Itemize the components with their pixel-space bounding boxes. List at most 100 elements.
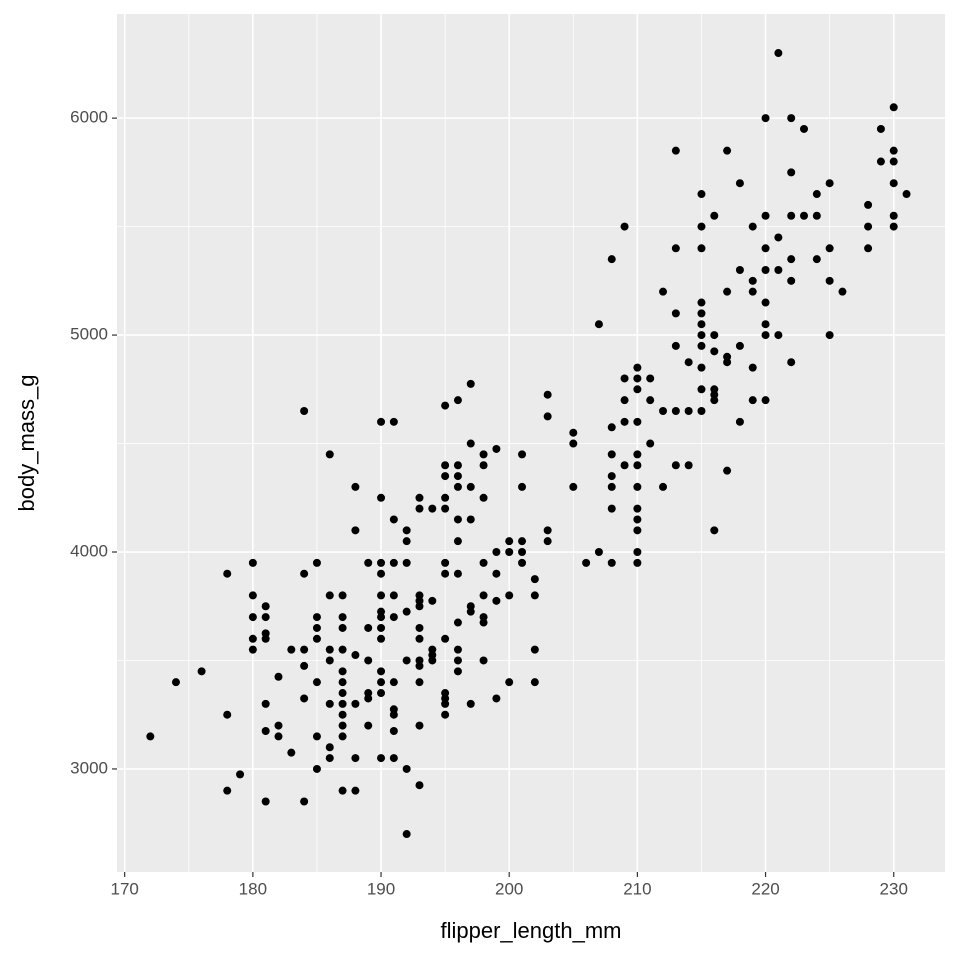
x-tick-label: 180 xyxy=(239,879,267,898)
point xyxy=(479,450,488,459)
point xyxy=(671,407,680,416)
point xyxy=(415,602,424,611)
point xyxy=(300,694,309,703)
point xyxy=(697,244,706,253)
point xyxy=(389,613,398,622)
point xyxy=(787,255,796,264)
point xyxy=(377,591,386,600)
point xyxy=(428,504,437,513)
point xyxy=(659,287,668,296)
point xyxy=(697,320,706,329)
point xyxy=(492,444,501,453)
point xyxy=(197,667,206,676)
point xyxy=(274,672,283,681)
point xyxy=(377,678,386,687)
point xyxy=(441,634,450,643)
point xyxy=(351,526,360,535)
point xyxy=(402,537,411,546)
point xyxy=(735,179,744,188)
point xyxy=(787,114,796,123)
point xyxy=(569,428,578,437)
point xyxy=(761,396,770,405)
point xyxy=(607,504,616,513)
point xyxy=(338,623,347,632)
point xyxy=(312,613,321,622)
point xyxy=(787,211,796,220)
point xyxy=(492,569,501,578)
point xyxy=(338,699,347,708)
point xyxy=(864,222,873,231)
point xyxy=(364,623,373,632)
point xyxy=(377,569,386,578)
point xyxy=(684,461,693,470)
point xyxy=(402,558,411,567)
point xyxy=(800,211,809,220)
point xyxy=(659,482,668,491)
point xyxy=(300,797,309,806)
point xyxy=(441,699,450,708)
point xyxy=(300,661,309,670)
point xyxy=(274,721,283,730)
point xyxy=(697,309,706,318)
point xyxy=(594,320,603,329)
point xyxy=(607,472,616,481)
x-axis-title: flipper_length_mm xyxy=(441,918,622,943)
point xyxy=(671,341,680,350)
point xyxy=(415,678,424,687)
point xyxy=(633,548,642,557)
point xyxy=(530,645,539,654)
point xyxy=(402,607,411,616)
point xyxy=(761,211,770,220)
point xyxy=(312,558,321,567)
point xyxy=(338,732,347,741)
point xyxy=(377,754,386,763)
point xyxy=(633,417,642,426)
point xyxy=(338,667,347,676)
point xyxy=(453,618,462,627)
point xyxy=(325,450,334,459)
point xyxy=(761,265,770,274)
point xyxy=(697,331,706,340)
point xyxy=(364,558,373,567)
point xyxy=(710,331,719,340)
point xyxy=(569,482,578,491)
point xyxy=(441,558,450,567)
point xyxy=(774,233,783,242)
point xyxy=(607,255,616,264)
point xyxy=(812,255,821,264)
point xyxy=(889,179,898,188)
point xyxy=(453,656,462,665)
point xyxy=(453,537,462,546)
point xyxy=(505,548,514,557)
point xyxy=(620,396,629,405)
point xyxy=(761,298,770,307)
point xyxy=(735,417,744,426)
point xyxy=(723,358,732,367)
point xyxy=(761,320,770,329)
point xyxy=(633,482,642,491)
point xyxy=(453,569,462,578)
point xyxy=(338,710,347,719)
point xyxy=(518,482,527,491)
y-tick-label: 6000 xyxy=(70,108,108,127)
x-tick-label: 210 xyxy=(623,879,651,898)
point xyxy=(620,374,629,383)
point xyxy=(248,591,257,600)
point xyxy=(325,656,334,665)
point xyxy=(748,363,757,372)
point xyxy=(248,634,257,643)
point xyxy=(441,569,450,578)
point xyxy=(825,331,834,340)
point xyxy=(710,396,719,405)
point xyxy=(761,331,770,340)
point xyxy=(300,645,309,654)
point xyxy=(889,211,898,220)
point xyxy=(607,558,616,567)
point xyxy=(312,678,321,687)
point xyxy=(377,493,386,502)
point xyxy=(453,461,462,470)
y-tick-label: 3000 xyxy=(70,758,108,777)
point xyxy=(223,569,232,578)
